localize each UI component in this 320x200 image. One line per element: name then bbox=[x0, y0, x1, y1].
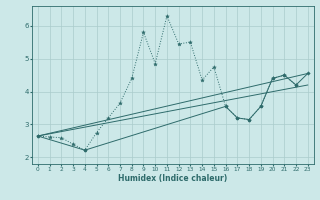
X-axis label: Humidex (Indice chaleur): Humidex (Indice chaleur) bbox=[118, 174, 228, 183]
